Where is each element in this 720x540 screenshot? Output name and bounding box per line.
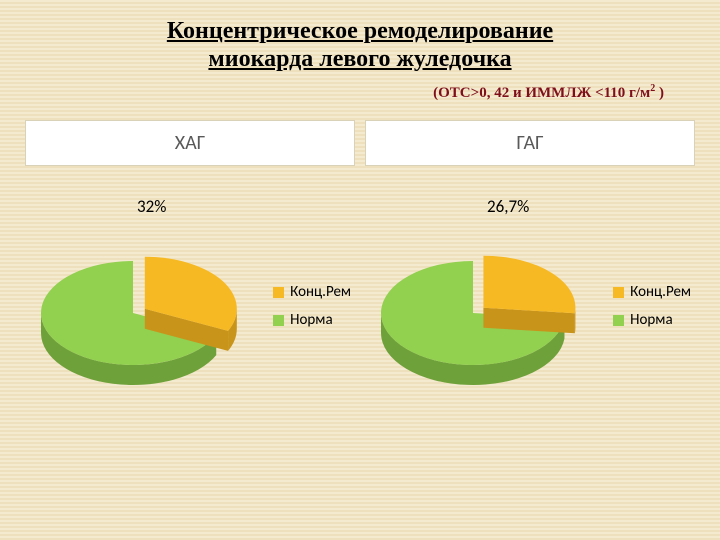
pie-slice-top: [483, 256, 575, 314]
legend-label: Конц.Рем: [290, 283, 351, 301]
pie-chart-right: 26,7% Конц.Рем Норма: [365, 178, 695, 448]
panel-label-right: ГАГ: [365, 120, 695, 166]
pie-svg: [373, 218, 593, 428]
panel-label-left: ХАГ: [25, 120, 355, 166]
legend-item: Норма: [613, 311, 691, 329]
charts-row: ХАГ 32% Конц.Рем Норма ГАГ 26,7% Конц.Рем Но…: [0, 120, 720, 448]
legend-item: Конц.Рем: [613, 283, 691, 301]
legend-item: Конц.Рем: [273, 283, 351, 301]
slide-subtitle: (ОТС>0, 42 и ИММЛЖ <110 г/м2 ): [0, 83, 664, 102]
legend-swatch: [273, 315, 284, 326]
pie-chart-left: 32% Конц.Рем Норма: [25, 178, 355, 448]
pie-data-label: 26,7%: [487, 196, 529, 217]
legend-swatch: [613, 315, 624, 326]
chart-col-right: ГАГ 26,7% Конц.Рем Норма: [365, 120, 695, 448]
legend-label: Норма: [630, 311, 672, 329]
chart-col-left: ХАГ 32% Конц.Рем Норма: [25, 120, 355, 448]
slide-title: Концентрическое ремоделирование миокарда…: [0, 18, 720, 73]
legend-label: Конц.Рем: [630, 283, 691, 301]
title-line-1: Концентрическое ремоделирование: [167, 18, 553, 44]
chart-legend: Конц.Рем Норма: [613, 283, 691, 339]
legend-item: Норма: [273, 311, 351, 329]
legend-swatch: [613, 287, 624, 298]
chart-legend: Конц.Рем Норма: [273, 283, 351, 339]
legend-swatch: [273, 287, 284, 298]
title-line-2: миокарда левого жуледочка: [208, 46, 511, 72]
pie-svg: [33, 218, 253, 428]
pie-data-label: 32%: [137, 196, 166, 217]
legend-label: Норма: [290, 311, 332, 329]
